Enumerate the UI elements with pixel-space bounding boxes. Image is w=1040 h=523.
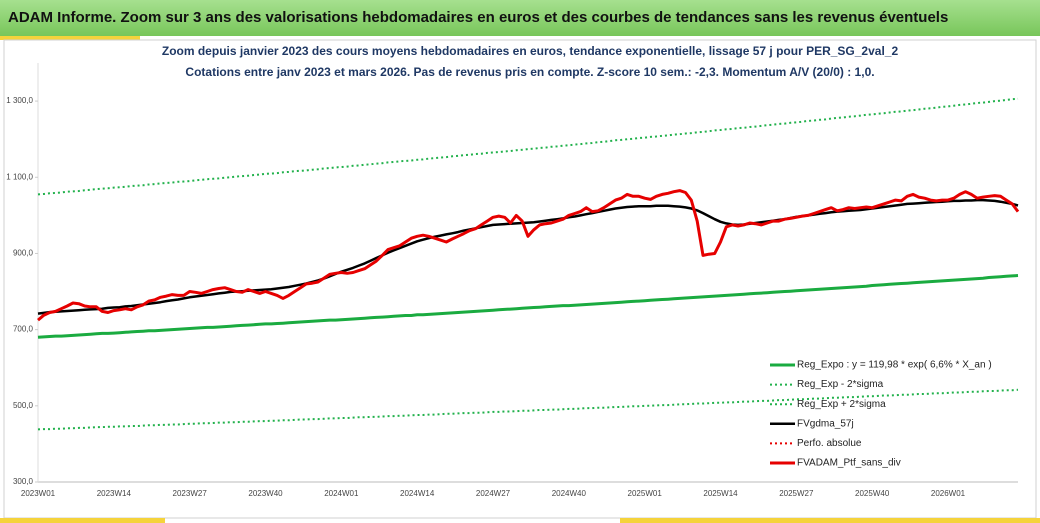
y-tick-label: 700,0	[13, 325, 34, 334]
legend-label: Reg_Exp - 2*sigma	[797, 379, 884, 390]
y-tick-label: 1 300,0	[6, 96, 33, 105]
x-tick-label: 2025W14	[703, 489, 738, 498]
series-line	[37, 274, 1019, 339]
accent	[620, 518, 1040, 523]
legend-label: Reg_Exp + 2*sigma	[797, 399, 886, 410]
x-tick-label: 2025W40	[855, 489, 890, 498]
x-tick-label: 2025W01	[628, 489, 663, 498]
accent	[0, 36, 140, 40]
legend-label: Reg_Expo : y = 119,98 * exp( 6,6% * X_an…	[797, 360, 992, 371]
x-tick-label: 2023W27	[173, 489, 208, 498]
x-tick-label: 2023W40	[248, 489, 283, 498]
x-tick-label: 2026W01	[931, 489, 966, 498]
series-line	[37, 388, 1019, 431]
x-tick-label: 2024W40	[552, 489, 587, 498]
series-line	[37, 189, 1020, 322]
series-line	[37, 97, 1019, 196]
legend-label: FVgdma_57j	[797, 418, 854, 429]
x-tick-label: 2023W14	[97, 489, 132, 498]
chart-frame	[3, 39, 1037, 519]
y-tick-label: 900,0	[13, 249, 34, 258]
y-tick-label: 500,0	[13, 401, 34, 410]
accent	[0, 518, 165, 523]
x-tick-label: 2024W01	[324, 489, 359, 498]
y-tick-label: 300,0	[13, 477, 34, 486]
x-tick-label: 2024W14	[400, 489, 435, 498]
legend-label: Perfo. absolue	[797, 438, 862, 449]
page-title: ADAM Informe. Zoom sur 3 ans des valoris…	[8, 9, 948, 26]
header-bar	[0, 0, 1040, 36]
y-tick-label: 1 100,0	[6, 172, 33, 181]
chart-title: Zoom depuis janvier 2023 des cours moyen…	[162, 44, 899, 58]
series-line	[37, 198, 1019, 315]
x-tick-label: 2025W27	[779, 489, 814, 498]
legend-label: FVADAM_Ptf_sans_div	[797, 458, 901, 469]
chart-subtitle: Cotations entre janv 2023 et mars 2026. …	[185, 65, 874, 79]
x-tick-label: 2024W27	[476, 489, 511, 498]
x-tick-label: 2023W01	[21, 489, 56, 498]
